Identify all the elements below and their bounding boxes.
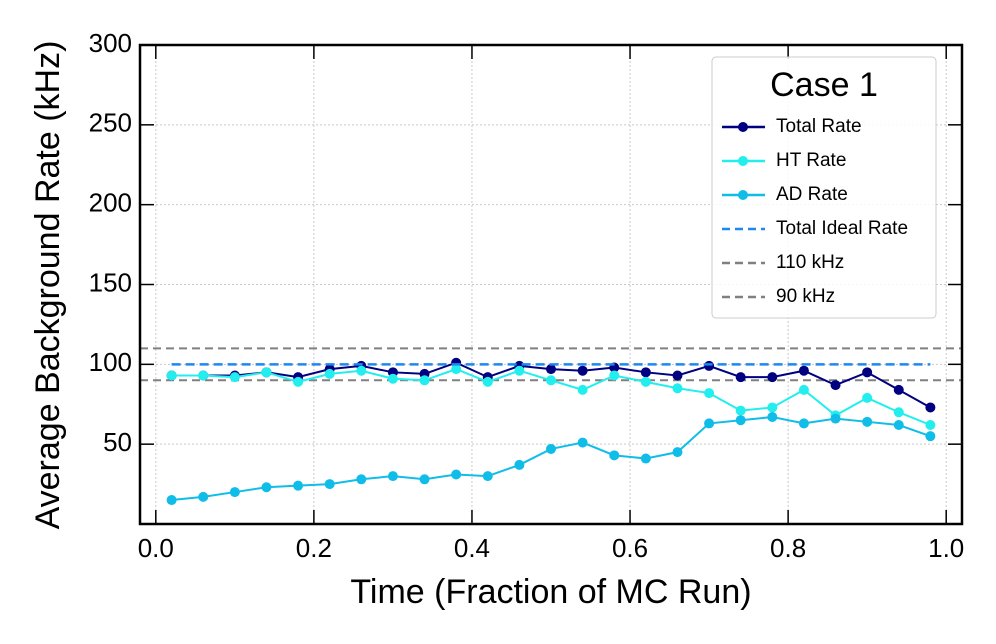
- data-point: [640, 453, 651, 464]
- data-point: [387, 471, 398, 482]
- legend-label: Total Ideal Rate: [776, 218, 908, 239]
- data-point: [704, 388, 715, 399]
- data-point: [672, 383, 683, 394]
- data-point: [482, 376, 493, 387]
- data-point: [324, 368, 335, 379]
- data-point: [451, 364, 462, 375]
- x-tick-label: 0.0: [138, 533, 174, 563]
- legend-label: Total Rate: [776, 116, 862, 137]
- data-point: [451, 469, 462, 480]
- data-point: [925, 420, 936, 431]
- data-point: [514, 459, 525, 470]
- data-point: [261, 482, 272, 493]
- legend-label: AD Rate: [776, 184, 848, 205]
- data-point: [229, 372, 240, 383]
- x-tick-label: 0.6: [612, 533, 648, 563]
- data-point: [609, 450, 620, 461]
- data-point: [198, 370, 209, 381]
- y-tick-label: 250: [89, 108, 132, 138]
- data-point: [925, 402, 936, 413]
- data-point: [798, 418, 809, 429]
- data-point: [672, 370, 683, 381]
- y-axis-label: Average Background Rate (kHz): [29, 41, 67, 530]
- data-point: [704, 418, 715, 429]
- data-point: [356, 365, 367, 376]
- data-point: [293, 480, 304, 491]
- x-tick-label: 0.2: [296, 533, 332, 563]
- data-point: [546, 375, 556, 386]
- data-point: [735, 405, 746, 416]
- data-point: [198, 491, 209, 502]
- legend-label: 110 kHz: [776, 252, 844, 273]
- data-point: [577, 384, 588, 395]
- legend-label: 90 kHz: [776, 286, 835, 307]
- x-axis-label: Time (Fraction of MC Run): [350, 573, 751, 611]
- series-line: [171, 416, 931, 502]
- data-point: [862, 367, 873, 378]
- data-point: [704, 360, 715, 371]
- data-point: [356, 474, 367, 485]
- y-tick-label: 300: [89, 28, 132, 58]
- data-point: [546, 443, 556, 454]
- x-tick-label: 1.0: [928, 533, 964, 563]
- data-point: [546, 364, 556, 375]
- legend-marker: [738, 122, 748, 132]
- data-point: [514, 365, 525, 376]
- y-tick-label: 50: [103, 427, 132, 457]
- data-point: [798, 384, 809, 395]
- data-point: [640, 376, 651, 387]
- data-point: [893, 420, 904, 431]
- data-point: [767, 372, 778, 383]
- data-point: [293, 376, 304, 387]
- data-point: [925, 431, 936, 442]
- data-point: [419, 474, 430, 485]
- data-point: [862, 392, 873, 403]
- data-point: [166, 495, 177, 506]
- y-tick-label: 100: [89, 347, 132, 377]
- data-point: [419, 375, 430, 386]
- x-tick-label: 0.8: [770, 533, 806, 563]
- data-point: [324, 479, 335, 490]
- data-point: [577, 437, 588, 448]
- data-point: [166, 370, 177, 381]
- data-point: [609, 370, 620, 381]
- plot-frame: [138, 43, 964, 526]
- data-point: [830, 413, 841, 424]
- legend-marker: [738, 156, 748, 166]
- y-tick-label: 150: [89, 267, 132, 297]
- data-point: [767, 412, 778, 423]
- data-point: [387, 373, 398, 384]
- data-point: [261, 367, 272, 378]
- data-point: [830, 380, 841, 391]
- data-point: [862, 416, 873, 427]
- data-point: [767, 402, 778, 413]
- data-point: [482, 471, 493, 482]
- data-point: [735, 372, 746, 383]
- y-tick-label: 200: [89, 188, 132, 218]
- data-point: [229, 487, 240, 498]
- data-point: [798, 365, 809, 376]
- data-point: [735, 415, 746, 426]
- data-point: [577, 365, 588, 376]
- legend-label: HT Rate: [776, 150, 846, 171]
- legend-box: [711, 56, 937, 319]
- data-point: [893, 407, 904, 418]
- x-tick-label: 0.4: [454, 533, 490, 563]
- data-point: [640, 367, 651, 378]
- legend-marker: [738, 190, 748, 200]
- data-point: [672, 447, 683, 458]
- legend-title: Case 1: [770, 66, 878, 104]
- data-point: [893, 384, 904, 395]
